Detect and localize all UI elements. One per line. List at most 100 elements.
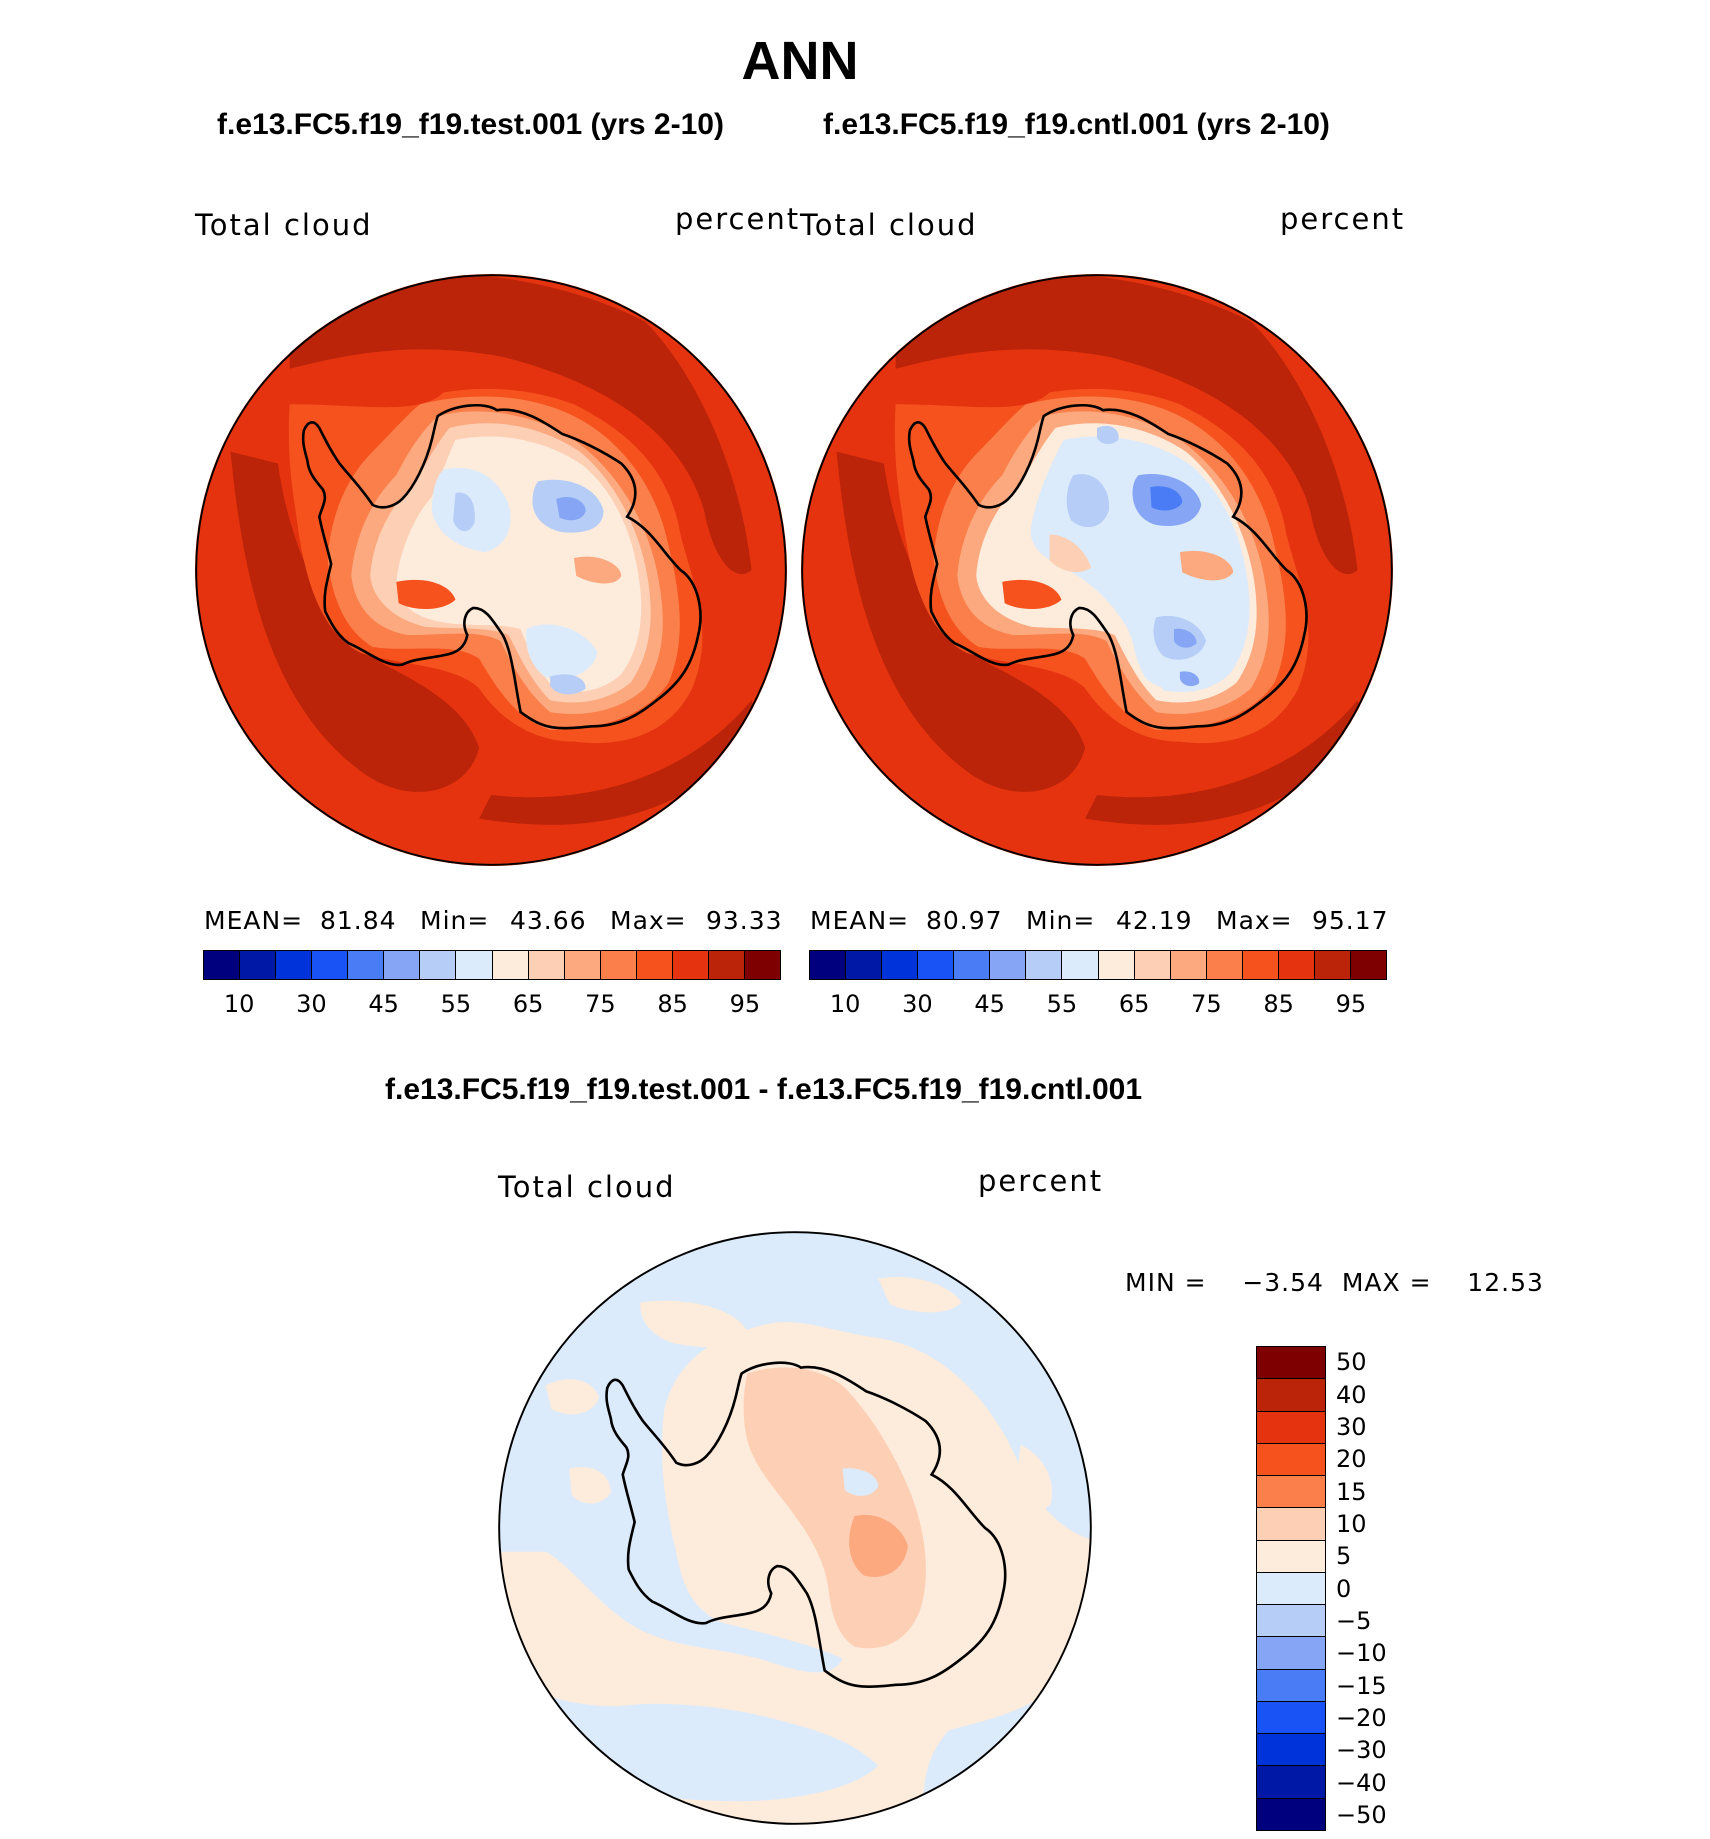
panel2-cntl-map: [801, 274, 1393, 866]
panel1-colorbar-box: [204, 951, 241, 979]
panel2-colorbar-tick-label: 95: [1335, 990, 1367, 1018]
panel1-colorbar-tick-label: 30: [296, 990, 327, 1018]
panel2-colorbar-box: [918, 951, 955, 979]
panel1-colorbar-tick-label: 75: [585, 990, 616, 1018]
diff-colorbar-tick-label: 20: [1336, 1445, 1367, 1474]
panel2-colorbar-tick-label: 45: [974, 990, 1005, 1018]
diff-colorbar-box: [1257, 1508, 1325, 1541]
diff-colorbar-box: [1257, 1734, 1325, 1767]
panel1-colorbar-box: [564, 951, 601, 979]
panel2-colorbar-tick-label: 30: [902, 990, 933, 1018]
diff-colorbar-tick-label: 50: [1336, 1348, 1367, 1377]
panel2-colorbar-box: [1134, 951, 1171, 979]
diff-colorbar-box: [1257, 1637, 1325, 1670]
diff-title: f.e13.FC5.f19_f19.test.001 - f.e13.FC5.f…: [385, 1073, 1143, 1106]
panel2-colorbar-box: [846, 951, 883, 979]
panel1-mean-value: 81.84: [320, 906, 397, 935]
diff-colorbar-box: [1257, 1669, 1325, 1702]
panel2-colorbar-box: [1350, 951, 1386, 979]
diff-colorbar-tick-label: 10: [1336, 1510, 1367, 1538]
panel1-min-value: 43.66: [510, 906, 587, 935]
diff-colorbar-tick-label: 0: [1336, 1574, 1352, 1603]
diff-colorbar-box: [1257, 1379, 1325, 1412]
diff-colorbar: [1256, 1346, 1326, 1831]
panel1-colorbar-box: [384, 951, 421, 979]
panel1-colorbar-tick-label: 85: [657, 990, 688, 1018]
diff-colorbar-tick-label: −5: [1336, 1607, 1372, 1635]
panel2-colorbar-tick-label: 85: [1263, 990, 1294, 1018]
panel1-colorbar-box: [348, 951, 385, 979]
panel1-colorbar-box: [240, 951, 277, 979]
panel1-colorbar-box: [600, 951, 637, 979]
diff-colorbar-box: [1257, 1798, 1325, 1830]
panel1-colorbar-box: [528, 951, 565, 979]
diff-colorbar-tick-label: −20: [1336, 1704, 1387, 1732]
cntl-case-title: f.e13.FC5.f19_f19.cntl.001 (yrs 2-10): [823, 108, 1330, 141]
panel1-colorbar-box: [276, 951, 313, 979]
panel2-mean-label: MEAN=: [810, 906, 910, 935]
panel2-mean-value: 80.97: [926, 906, 1003, 935]
diff-units-label: percent: [978, 1164, 1104, 1198]
panel2-colorbar-box: [954, 951, 991, 979]
panel1-max-value: 93.33: [706, 906, 783, 935]
panel2-colorbar-tick-label: 65: [1118, 990, 1150, 1018]
panel1-variable-label: Total cloud: [195, 208, 373, 242]
diff-colorbar-box: [1257, 1766, 1325, 1799]
panel2-colorbar-box: [1170, 951, 1207, 979]
diff-colorbar-box: [1257, 1701, 1325, 1735]
diff-colorbar-tick-label: 30: [1336, 1413, 1367, 1441]
diff-colorbar-box: [1257, 1411, 1325, 1444]
panel1-min-label: Min=: [420, 906, 490, 935]
panel2-colorbar-box: [810, 951, 847, 979]
panel2-colorbar-box: [1314, 951, 1351, 979]
diff-colorbar-tick-label: 15: [1336, 1477, 1367, 1506]
diff-colorbar-tick-label: 5: [1336, 1542, 1352, 1571]
panel2-variable-label: Total cloud: [800, 208, 978, 242]
diff-minmax-label: MIN = −3.54 MAX = 12.53: [1125, 1268, 1544, 1297]
figure-title: ANN: [741, 31, 859, 91]
diff-colorbar-box: [1257, 1605, 1325, 1638]
diff-colorbar-ticks: 50 40 30 20 15 10 5 0 −5 −10 −15 −20 −30 −40 −50: [1336, 1346, 1456, 1831]
panel1-colorbar-tick-label: 10: [223, 990, 255, 1018]
diff-colorbar-box: [1257, 1347, 1325, 1380]
diff-colorbar-tick-label: −40: [1336, 1768, 1387, 1797]
panel2-colorbar-box: [1098, 951, 1135, 979]
diff-colorbar-box: [1257, 1443, 1325, 1477]
test-case-title: f.e13.FC5.f19_f19.test.001 (yrs 2-10): [217, 108, 724, 141]
panel1-colorbar-ticks: 10 30 45 55 65 75 85 95: [203, 990, 781, 1020]
panel1-mean-label: MEAN=: [204, 906, 304, 935]
diff-variable-label: Total cloud: [498, 1170, 676, 1204]
panel2-colorbar-box: [1062, 951, 1099, 979]
panel2-units-label: percent: [1280, 202, 1406, 236]
diff-colorbar-box: [1257, 1572, 1325, 1606]
diff-colorbar-tick-label: −15: [1336, 1671, 1387, 1700]
panel2-colorbar: [809, 950, 1387, 980]
panel2-max-label: Max=: [1216, 906, 1293, 935]
panel1-colorbar-box: [456, 951, 493, 979]
panel1-colorbar-tick-label: 95: [729, 990, 761, 1018]
panel2-min-label: Min=: [1026, 906, 1096, 935]
panel1-colorbar-tick-label: 55: [440, 990, 472, 1018]
diff-colorbar-tick-label: −10: [1336, 1639, 1387, 1668]
diff-colorbar-tick-label: 40: [1336, 1380, 1367, 1409]
panel2-colorbar-box: [1206, 951, 1243, 979]
diff-colorbar-box: [1257, 1476, 1325, 1509]
panel2-colorbar-tick-label: 55: [1046, 990, 1078, 1018]
panel1-colorbar: [203, 950, 781, 980]
panel2-colorbar-box: [1242, 951, 1279, 979]
diff-colorbar-box: [1257, 1540, 1325, 1573]
panel1-colorbar-box: [636, 951, 673, 979]
panel1-colorbar-box: [672, 951, 709, 979]
panel1-units-label: percent: [675, 202, 801, 236]
panel2-colorbar-tick-label: 75: [1191, 990, 1222, 1018]
panel1-colorbar-tick-label: 45: [368, 990, 399, 1018]
panel1-colorbar-box: [744, 951, 780, 979]
panel1-test-map: [195, 274, 787, 866]
panel1-colorbar-box: [312, 951, 349, 979]
panel2-colorbar-box: [1278, 951, 1315, 979]
panel1-colorbar-box: [420, 951, 457, 979]
panel1-colorbar-box: [492, 951, 529, 979]
panel2-min-value: 42.19: [1116, 906, 1193, 935]
panel2-colorbar-ticks: 10 30 45 55 65 75 85 95: [809, 990, 1387, 1020]
panel2-colorbar-box: [882, 951, 919, 979]
